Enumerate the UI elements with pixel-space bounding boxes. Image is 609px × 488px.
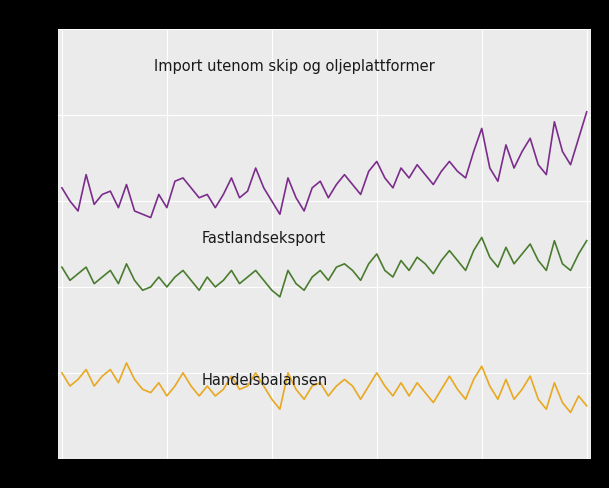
Text: Fastlandseksport: Fastlandseksport (202, 231, 326, 246)
Text: Import utenom skip og oljeplattformer: Import utenom skip og oljeplattformer (153, 60, 435, 74)
Text: Handelsbalansen: Handelsbalansen (202, 373, 328, 388)
